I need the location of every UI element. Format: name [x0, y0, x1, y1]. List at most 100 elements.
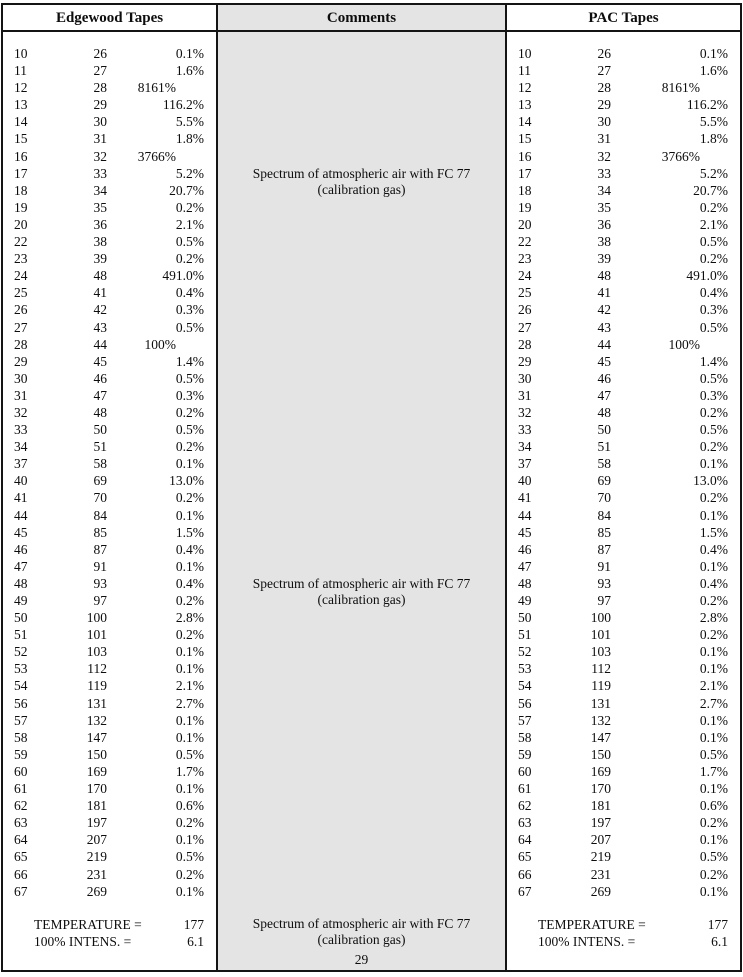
- scan-value: 48: [93, 268, 108, 284]
- table-row: 26 42 0.3%: [507, 301, 740, 318]
- intensity-value: 2.8%: [175, 610, 204, 626]
- table-row: 15 31 1.8%: [507, 130, 740, 147]
- intensity-value: 0.2%: [175, 866, 204, 882]
- table-row: 20 36 2.1%: [3, 216, 216, 233]
- intensity-value: 491.0%: [162, 268, 204, 284]
- table-row: 41 70 0.2%: [507, 489, 740, 506]
- intensity-value: 0.4%: [175, 575, 204, 591]
- intensity-value: 0.1%: [699, 729, 728, 745]
- table-row: 41 70 0.2%: [3, 489, 216, 506]
- intensity-value: 0.2%: [175, 251, 204, 267]
- scan-value: 32: [597, 148, 612, 164]
- scan-value: 97: [93, 593, 108, 608]
- intensity-value: 0.1%: [175, 712, 204, 728]
- comment-line-2: (calibration gas): [317, 931, 406, 947]
- scan-value: 85: [597, 524, 612, 540]
- mass-value: 25: [518, 285, 532, 301]
- table-row: 34 51 0.2%: [3, 438, 216, 455]
- mass-value: 50: [14, 610, 28, 626]
- table-row: 13 29 116.2%: [3, 96, 216, 113]
- table-row: 34 51 0.2%: [507, 438, 740, 455]
- table-row: 46 87 0.4%: [3, 541, 216, 558]
- pac-table-footer: TEMPERATURE = 177 100% INTENS. = 6.1: [507, 916, 740, 950]
- table-row: 44 84 0.1%: [3, 507, 216, 524]
- mass-value: 31: [14, 387, 28, 403]
- intensity-value: 8161%: [661, 80, 700, 96]
- scan-value: 85: [93, 524, 108, 540]
- intensity-value: 100%: [144, 336, 177, 352]
- intensity-value: 0.1%: [175, 661, 204, 677]
- intensity-value: 0.2%: [699, 251, 728, 267]
- intensity-value: 0.2%: [699, 815, 728, 831]
- mass-value: 40: [518, 473, 532, 489]
- table-row: 26 42 0.3%: [3, 301, 216, 318]
- intensity-value: 5.5%: [699, 114, 728, 130]
- intensity-value: 0.2%: [699, 593, 728, 608]
- scan-value: 231: [590, 866, 611, 882]
- mass-value: 51: [14, 627, 28, 643]
- intensity-value: 1.7%: [175, 763, 204, 779]
- intensity-value: 100%: [668, 336, 701, 352]
- mass-value: 14: [14, 114, 28, 130]
- table-row: 61 170 0.1%: [507, 780, 740, 797]
- table-row: 37 58 0.1%: [507, 455, 740, 472]
- mass-value: 15: [518, 131, 532, 147]
- scan-value: 38: [597, 234, 612, 250]
- table-row: 37 58 0.1%: [3, 455, 216, 472]
- scan-value: 38: [93, 234, 108, 250]
- intensity-value: 2.1%: [175, 216, 204, 232]
- mass-value: 56: [14, 695, 28, 711]
- mass-value: 13: [14, 97, 28, 113]
- table-row: 52 103 0.1%: [3, 643, 216, 660]
- scan-value: 170: [86, 781, 107, 797]
- scan-value: 131: [86, 695, 107, 711]
- scan-value: 28: [597, 80, 612, 96]
- mass-value: 37: [518, 456, 532, 472]
- mass-value: 23: [518, 251, 532, 267]
- intensity-value: 0.1%: [699, 661, 728, 677]
- comment-line-1: Spectrum of atmospheric air with FC 77: [252, 916, 471, 931]
- mass-value: 66: [518, 866, 532, 882]
- scan-value: 170: [590, 781, 611, 797]
- table-row: 67 269 0.1%: [507, 883, 740, 900]
- page-number: 29: [354, 952, 369, 967]
- intensity-value: 0.1%: [175, 832, 204, 848]
- scan-value: 101: [590, 627, 611, 643]
- scan-value: 36: [597, 216, 612, 232]
- intensity-value: 0.5%: [699, 234, 728, 250]
- intensity-value: 0.5%: [175, 746, 204, 762]
- intensity-value: 0.2%: [175, 439, 204, 455]
- mass-value: 26: [518, 302, 532, 318]
- table-row: 64 207 0.1%: [507, 831, 740, 848]
- table-row: 40 69 13.0%: [507, 472, 740, 489]
- intensity-value: 5.5%: [175, 114, 204, 130]
- scan-value: 43: [597, 319, 612, 335]
- comment-block: Spectrum of atmospheric air with FC 77 (…: [218, 576, 505, 607]
- mass-value: 18: [14, 182, 28, 198]
- mass-value: 62: [14, 798, 28, 814]
- scan-value: 112: [591, 661, 611, 677]
- intensity-value: 2.7%: [175, 695, 204, 711]
- scan-value: 147: [590, 729, 611, 745]
- intensity-value: 13.0%: [693, 473, 728, 489]
- mass-value: 67: [518, 883, 532, 899]
- scan-value: 30: [93, 114, 108, 130]
- scan-value: 70: [597, 490, 612, 506]
- mass-value: 46: [518, 541, 532, 557]
- scan-value: 169: [590, 763, 611, 779]
- intensity-value: 0.2%: [699, 199, 728, 215]
- scan-value: 147: [86, 729, 107, 745]
- mass-value: 12: [518, 80, 532, 96]
- scan-value: 47: [597, 387, 612, 403]
- scan-value: 41: [93, 285, 108, 301]
- table-row: 50 100 2.8%: [507, 609, 740, 626]
- table-row: 47 91 0.1%: [507, 558, 740, 575]
- scan-value: 58: [93, 456, 108, 472]
- mass-value: 22: [518, 234, 532, 250]
- mass-value: 61: [14, 781, 28, 797]
- table-row: 63 197 0.2%: [3, 814, 216, 831]
- mass-value: 28: [518, 336, 532, 352]
- intensity-value: 0.1%: [699, 558, 728, 574]
- intensity-value: 0.5%: [175, 422, 204, 438]
